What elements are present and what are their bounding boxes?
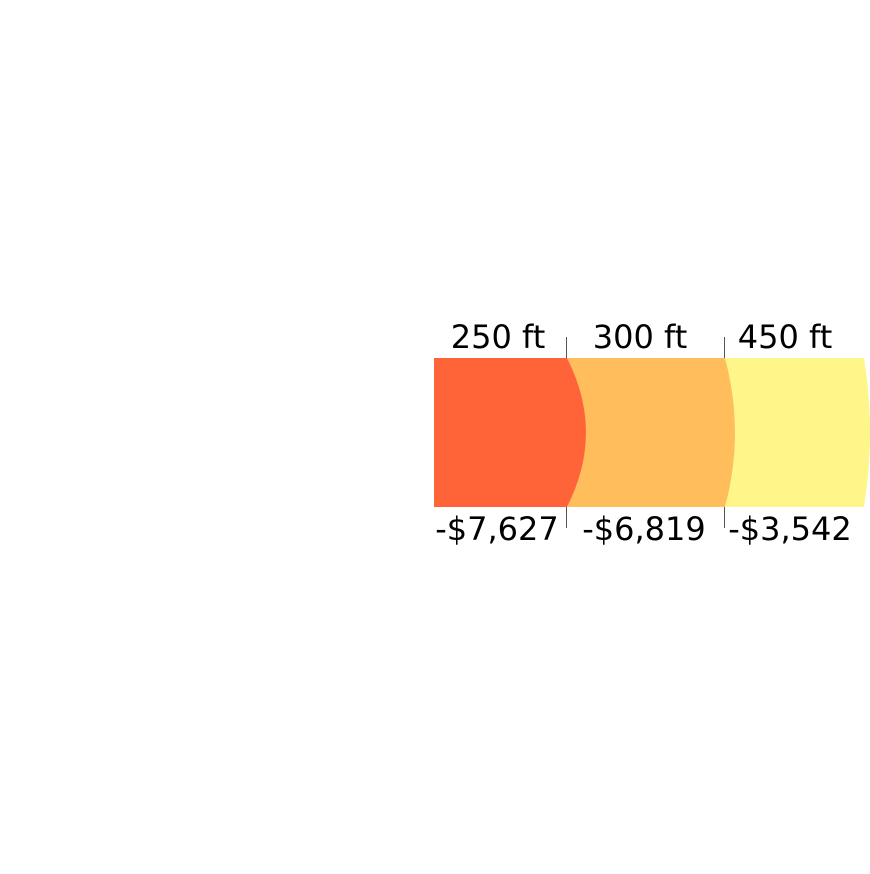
segment-1 xyxy=(434,358,586,507)
category-label-2: 300 ft xyxy=(593,318,688,356)
segments-layer xyxy=(434,358,870,507)
category-label-1: 250 ft xyxy=(451,318,546,356)
value-label-3: -$3,542 xyxy=(728,510,852,548)
segment-3 xyxy=(725,358,870,507)
ticks-layer xyxy=(566,337,725,528)
value-label-1: -$7,627 xyxy=(435,510,559,548)
labels-layer: 250 ft -$7,627 300 ft -$6,819 450 ft -$3,542 xyxy=(435,318,852,548)
value-label-2: -$6,819 xyxy=(582,510,706,548)
category-label-3: 450 ft xyxy=(738,318,833,356)
segment-2 xyxy=(567,358,735,507)
